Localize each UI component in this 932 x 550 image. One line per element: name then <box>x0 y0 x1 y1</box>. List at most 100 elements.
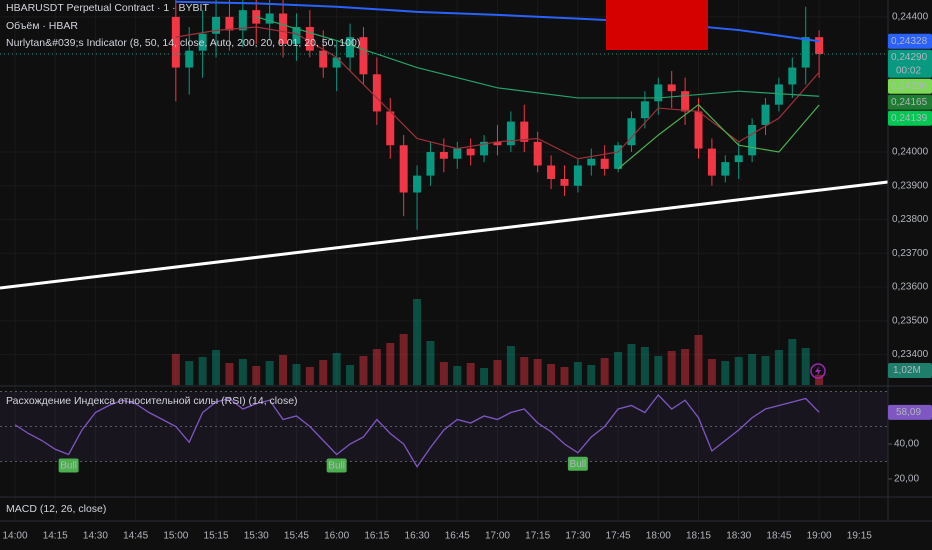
volume-bar <box>627 344 636 385</box>
candle-body <box>560 178 569 186</box>
candle-body <box>734 155 743 163</box>
candle-body <box>332 57 341 68</box>
price-pane <box>0 0 888 230</box>
volume-bar <box>305 367 314 385</box>
x-tick-label: 16:30 <box>405 531 430 542</box>
volume-title: Объём · HBAR <box>6 20 78 32</box>
volume-bar <box>788 339 797 385</box>
volume-bar <box>654 356 663 385</box>
volume-bar <box>506 346 515 385</box>
rsi-tag-label: 58,09 <box>896 407 921 418</box>
volume-bar <box>265 361 274 385</box>
y-tick-label: 0,23400 <box>892 349 929 360</box>
candle-body <box>815 37 824 55</box>
volume-bar <box>600 358 609 385</box>
volume-bar <box>372 349 381 385</box>
volume-bar <box>815 374 824 385</box>
x-tick-label: 19:00 <box>807 531 832 542</box>
macd-title: MACD (12, 26, close) <box>6 503 106 515</box>
bull-label: Bull <box>60 461 77 472</box>
volume-bar <box>171 354 180 385</box>
volume-bar <box>640 347 649 385</box>
rsi-tick-label: 40,00 <box>894 439 919 450</box>
x-tick-label: 16:15 <box>364 531 389 542</box>
candle-body <box>426 151 435 176</box>
volume-bar <box>573 362 582 385</box>
candle-body <box>252 10 261 24</box>
candle-body <box>761 104 770 125</box>
candle-body <box>359 37 368 75</box>
moving-average <box>617 103 820 170</box>
candle-body <box>614 145 623 169</box>
volume-bar <box>399 334 408 385</box>
y-tick-label: 0,24000 <box>892 147 929 158</box>
y-tick-label: 0,24400 <box>892 12 929 23</box>
candle-body <box>319 50 328 68</box>
candle-body <box>627 118 636 146</box>
x-tick-label: 17:00 <box>485 531 510 542</box>
candle-body <box>573 165 582 186</box>
volume-bar <box>493 360 502 385</box>
candle-body <box>453 148 462 159</box>
volume-bar <box>426 341 435 385</box>
alert-icon-bolt <box>815 366 821 376</box>
moving-average <box>175 0 820 43</box>
candle-body <box>654 84 663 102</box>
candle-body <box>372 74 381 112</box>
candle-body <box>238 10 247 31</box>
volume-bar <box>212 350 221 385</box>
volume-bar <box>466 363 475 385</box>
volume-bar <box>734 357 743 385</box>
volume-bar <box>386 343 395 385</box>
volume-bar <box>439 362 448 385</box>
rsi-pane: Bull Bull Bull <box>0 391 892 480</box>
y-tick-label: 0,23500 <box>892 315 929 326</box>
volume-bar <box>238 359 247 385</box>
volume-bar <box>185 361 194 385</box>
x-tick-label: 15:15 <box>204 531 229 542</box>
volume-bar <box>292 364 301 385</box>
y-tick-label: 0,23900 <box>892 180 929 191</box>
candle-body <box>171 16 180 68</box>
volume-bar <box>721 361 730 385</box>
volume-tag-label: 1,02M <box>893 365 921 376</box>
volume-bar <box>707 359 716 385</box>
bull-marker <box>58 458 79 473</box>
x-tick-label: 14:15 <box>43 531 68 542</box>
x-tick-label: 18:00 <box>646 531 671 542</box>
candle-body <box>212 16 221 34</box>
volume-bar <box>667 351 676 385</box>
candle-body <box>386 111 395 146</box>
volume-bar <box>225 363 234 385</box>
price-tag <box>888 94 932 110</box>
price-tag-label: 0,24328 <box>891 36 928 47</box>
candle-body <box>600 158 609 169</box>
x-tick-label: 15:30 <box>244 531 269 542</box>
candle-body <box>587 158 596 166</box>
x-tick-label: 14:45 <box>123 531 148 542</box>
x-tick-label: 15:45 <box>284 531 309 542</box>
volume-bar <box>614 352 623 385</box>
price-tag <box>888 49 932 78</box>
x-tick-label: 17:30 <box>565 531 590 542</box>
candle-body <box>185 50 194 68</box>
candle-body <box>413 175 422 193</box>
candle-body <box>667 84 676 92</box>
volume-bar <box>694 335 703 385</box>
price-tag-label: 0,24139 <box>891 113 928 124</box>
volume-bar <box>332 353 341 385</box>
volume-bar <box>279 355 288 385</box>
rsi-tag <box>888 404 932 420</box>
candle-body <box>292 27 301 44</box>
trend-line <box>0 180 889 290</box>
candle-body <box>346 37 355 58</box>
bull-label: Bull <box>570 459 587 470</box>
x-tick-label: 15:00 <box>163 531 188 542</box>
volume-bar <box>547 364 556 385</box>
candle-body <box>707 148 716 176</box>
volume-bar <box>681 349 690 385</box>
candle-body <box>265 13 274 24</box>
price-tag <box>888 33 932 49</box>
candle-body <box>694 111 703 149</box>
alert-icon[interactable] <box>810 363 826 379</box>
